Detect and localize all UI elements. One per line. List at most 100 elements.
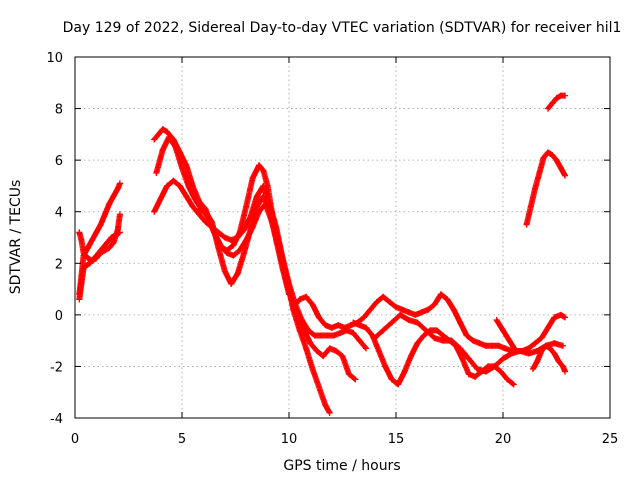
data-point bbox=[474, 366, 481, 373]
data-point bbox=[335, 322, 342, 329]
data-point bbox=[360, 314, 367, 321]
y-tick-label: 10 bbox=[46, 51, 63, 66]
data-point bbox=[286, 291, 292, 298]
data-point bbox=[512, 347, 519, 354]
data-point bbox=[495, 342, 502, 349]
data-point bbox=[326, 345, 333, 352]
data-point bbox=[459, 355, 466, 362]
data-point bbox=[420, 332, 427, 339]
data-point bbox=[223, 249, 230, 256]
data-point bbox=[405, 317, 412, 324]
series-markers bbox=[151, 126, 333, 416]
data-point bbox=[422, 327, 429, 334]
data-point bbox=[191, 195, 198, 202]
data-point bbox=[345, 371, 352, 378]
x-tick-label: 10 bbox=[281, 432, 298, 447]
data-point bbox=[337, 329, 344, 336]
y-tick-label: 0 bbox=[55, 309, 63, 324]
data-point bbox=[399, 306, 406, 313]
series-arc-8 bbox=[290, 291, 515, 354]
data-point bbox=[482, 368, 489, 375]
data-point bbox=[523, 221, 530, 228]
data-point bbox=[405, 309, 412, 316]
data-point bbox=[82, 262, 89, 269]
data-point bbox=[532, 185, 539, 192]
data-point bbox=[249, 175, 256, 182]
data-point bbox=[463, 332, 470, 339]
data-point bbox=[273, 237, 280, 244]
data-point bbox=[562, 92, 569, 99]
data-point bbox=[279, 265, 286, 272]
data-point bbox=[497, 368, 504, 375]
data-point bbox=[78, 237, 85, 244]
data-point bbox=[444, 296, 451, 303]
data-point bbox=[527, 203, 534, 210]
data-point bbox=[414, 319, 421, 326]
grid-lines bbox=[75, 57, 610, 418]
y-tick-label: 8 bbox=[55, 103, 63, 118]
data-point bbox=[350, 319, 357, 326]
data-point bbox=[553, 95, 560, 102]
data-point bbox=[253, 203, 260, 210]
data-point bbox=[562, 368, 569, 375]
data-point bbox=[339, 353, 346, 360]
data-point bbox=[371, 335, 378, 342]
data-point bbox=[315, 314, 322, 321]
data-point bbox=[333, 347, 340, 354]
data-point bbox=[450, 306, 457, 313]
data-point bbox=[380, 327, 387, 334]
data-point bbox=[106, 200, 113, 207]
series-markers bbox=[290, 291, 515, 354]
data-point bbox=[388, 319, 395, 326]
x-tick-label: 20 bbox=[495, 432, 512, 447]
data-point bbox=[431, 335, 438, 342]
data-point bbox=[76, 229, 83, 236]
data-point bbox=[151, 136, 158, 143]
data-point bbox=[151, 208, 158, 215]
data-point bbox=[418, 309, 425, 316]
data-point bbox=[300, 327, 307, 334]
data-point bbox=[397, 311, 404, 318]
data-point bbox=[525, 345, 532, 352]
data-point bbox=[89, 257, 96, 264]
x-tick-label: 25 bbox=[602, 432, 619, 447]
data-point bbox=[465, 355, 472, 362]
data-point bbox=[170, 177, 177, 184]
data-point bbox=[228, 280, 235, 287]
series-markers bbox=[523, 149, 569, 228]
data-point bbox=[407, 353, 414, 360]
data-point bbox=[189, 203, 196, 210]
data-point bbox=[544, 324, 551, 331]
data-series bbox=[76, 92, 569, 416]
data-point bbox=[230, 252, 237, 259]
data-point bbox=[536, 170, 543, 177]
data-point bbox=[311, 332, 318, 339]
data-point bbox=[172, 144, 179, 151]
data-point bbox=[549, 151, 556, 158]
data-point bbox=[322, 402, 329, 409]
data-point bbox=[508, 350, 515, 357]
data-point bbox=[166, 133, 173, 140]
data-point bbox=[230, 242, 237, 249]
y-tick-label: 2 bbox=[55, 257, 63, 272]
data-point bbox=[80, 249, 87, 256]
data-point bbox=[380, 293, 387, 300]
series-arc-9 bbox=[350, 319, 517, 388]
data-point bbox=[559, 342, 566, 349]
data-point bbox=[491, 363, 498, 370]
data-point bbox=[228, 237, 235, 244]
data-point bbox=[288, 296, 295, 303]
data-point bbox=[534, 358, 541, 365]
y-tick-label: -4 bbox=[50, 412, 63, 427]
data-point bbox=[493, 317, 500, 324]
data-point bbox=[433, 327, 440, 334]
data-point bbox=[386, 298, 393, 305]
data-point bbox=[324, 332, 331, 339]
data-point bbox=[549, 100, 556, 107]
data-point bbox=[93, 255, 100, 262]
data-point bbox=[89, 237, 96, 244]
data-point bbox=[538, 347, 545, 354]
data-point bbox=[202, 208, 209, 215]
data-point bbox=[544, 149, 551, 156]
